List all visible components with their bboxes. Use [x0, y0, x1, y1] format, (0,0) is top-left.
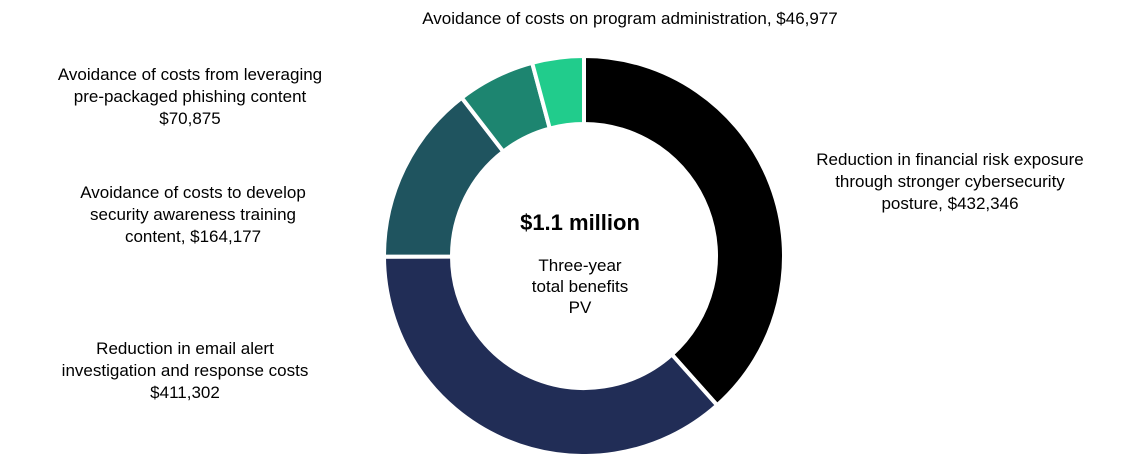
center-caption-line: Three-year [538, 256, 622, 275]
label-line: $411,302 [150, 383, 220, 402]
label-line: investigation and response costs [61, 361, 309, 380]
label-line: through stronger cybersecurity [835, 172, 1065, 191]
label-line: Avoidance of costs on program administra… [422, 9, 838, 28]
label-training-content: Avoidance of costs to develop security a… [38, 182, 348, 248]
label-line: Avoidance of costs from leveraging [57, 65, 323, 84]
slice-program-administration [529, 53, 586, 131]
label-phishing-content: Avoidance of costs from leveraging pre-p… [15, 64, 365, 130]
label-line: content, $164,177 [124, 227, 262, 246]
center-total-value: $1.1 million [520, 210, 640, 235]
label-financial-risk: Reduction in financial risk exposure thr… [780, 149, 1120, 215]
label-line: security awareness training [90, 205, 296, 224]
label-line: Avoidance of costs to develop [80, 183, 306, 202]
label-email-alert: Reduction in email alert investigation a… [35, 338, 335, 404]
center-caption-line: total benefits [531, 277, 629, 296]
center-caption: Three-year total benefits PV [490, 255, 670, 318]
center-caption-line: PV [568, 298, 592, 317]
label-line: Reduction in financial risk exposure [816, 150, 1084, 169]
slice-email-alert [381, 254, 720, 454]
label-line: pre-packaged phishing content [73, 87, 307, 106]
label-program-administration: Avoidance of costs on program administra… [360, 8, 900, 30]
label-line: posture, $432,346 [881, 194, 1019, 213]
donut-slices [381, 53, 786, 454]
slice-financial-risk [582, 53, 786, 409]
label-line: Reduction in email alert [96, 339, 274, 358]
label-line: $70,875 [159, 109, 221, 128]
